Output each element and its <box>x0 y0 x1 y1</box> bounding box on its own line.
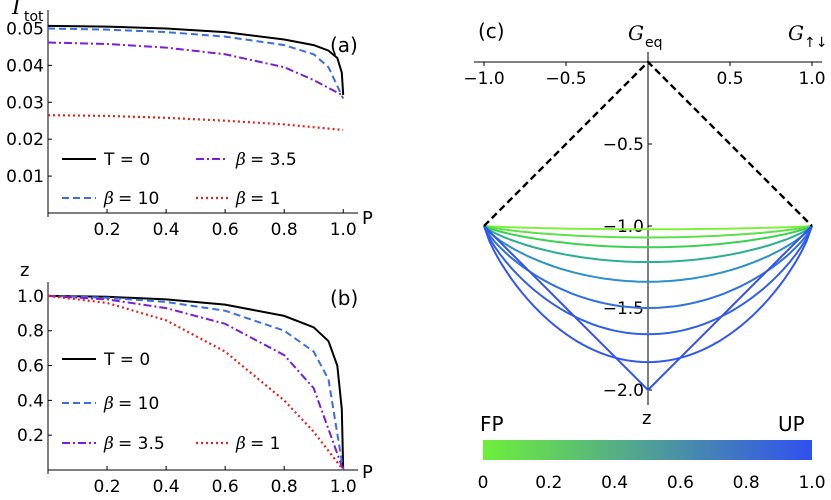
colorbar-tick-label: 1.0 <box>798 473 825 493</box>
panel-c-right-label: G <box>788 21 804 45</box>
legend-b-b10: = 10 <box>118 394 159 414</box>
panel-c-ytick-label: −2.0 <box>603 381 644 401</box>
colorbar-tick-label: 0.6 <box>667 473 694 493</box>
panel-a-ytick-label: 0.03 <box>6 93 44 113</box>
panel-a-xtick-label: 0.8 <box>271 220 298 240</box>
legend-a-b1: = 1 <box>250 189 280 209</box>
panel-a-ytick-label: 0.04 <box>6 56 44 76</box>
panel-a-curves <box>47 24 345 132</box>
legend-b-T0: T = 0 <box>103 350 150 370</box>
panel-a-tag: (a) <box>330 33 358 57</box>
panel-b-series-0 <box>47 294 345 471</box>
panel-b-xlabel: P <box>362 462 373 483</box>
panel-c-curve-1 <box>483 225 813 239</box>
panel-a-xtick-label: 1.0 <box>330 220 357 240</box>
colorbar-tick-label: 0.2 <box>535 473 562 493</box>
panel-a-ticks: 0.2 0.4 0.6 0.8 1.0 0.01 0.02 0.03 0.04 0.05 <box>6 19 357 240</box>
panel-a-ytick-label: 0.01 <box>6 167 44 187</box>
legend-b-b10-symbol: β <box>103 394 114 414</box>
panel-b-tag: (b) <box>330 286 358 310</box>
panel-c-xtick-label: 1.0 <box>798 69 825 89</box>
legend-a-b10: = 10 <box>118 189 159 209</box>
legend-b-b1: = 1 <box>250 434 280 454</box>
panel-c-curve-2 <box>483 225 813 249</box>
panel-b-ytick-label: 0.8 <box>17 322 44 342</box>
panel-c-ticks: −1.0 −0.5 0.5 1.0 −0.5 −1.0 −1.5 −2.0 <box>463 62 826 401</box>
panel-c-curve-8 <box>483 225 813 392</box>
panel-a-series-0 <box>47 24 345 95</box>
panel-b: 0.2 0.4 0.6 0.8 1.0 0.2 0.4 0.6 0.8 1.0 z (b) P T… <box>17 260 373 497</box>
panel-a-legend: T = 0 β = 3.5 β = 10 β = 1 <box>62 150 297 209</box>
panel-a-series-3 <box>47 114 344 132</box>
panel-b-curves <box>47 294 345 471</box>
panel-a-ylabel: I <box>11 0 22 20</box>
panel-c-top-label-sub: eq <box>645 35 663 51</box>
legend-a-b35-symbol: β <box>235 150 246 170</box>
colorbar-left-label: FP <box>480 412 504 436</box>
panel-b-xtick-label: 0.2 <box>94 477 121 497</box>
panel-c-curve-0 <box>483 225 813 231</box>
panel-c-tag: (c) <box>478 19 505 43</box>
panel-c-ytick-label: −0.5 <box>603 135 644 155</box>
panel-b-xtick-label: 0.4 <box>153 477 180 497</box>
panel-c-ytick-label: −1.0 <box>603 217 644 237</box>
panel-b-xtick-label: 0.6 <box>212 477 239 497</box>
panel-c-boundary <box>483 60 813 227</box>
panel-b-ylabel: z <box>20 260 29 281</box>
panel-b-ticks: 0.2 0.4 0.6 0.8 1.0 0.2 0.4 0.6 0.8 1.0 <box>17 287 357 497</box>
panel-c-xtick-label: −0.5 <box>545 69 586 89</box>
legend-a-b1-symbol: β <box>235 189 246 209</box>
panel-a-series-2 <box>47 41 344 97</box>
panel-b-series-1 <box>47 294 345 471</box>
panel-b-ytick-label: 0.2 <box>17 426 44 446</box>
panel-c-curve-5 <box>483 225 813 310</box>
panel-a-ytick-label: 0.05 <box>6 19 44 39</box>
colorbar-ticks: 0 0.2 0.4 0.6 0.8 1.0 <box>478 473 826 493</box>
panel-c-top-label: G <box>628 21 644 45</box>
colorbar-tick-label: 0.8 <box>733 473 760 493</box>
colorbar-tick-label: 0 <box>478 473 489 493</box>
panel-c-curve-3 <box>483 225 813 264</box>
panel-a-ylabel-sub: tot <box>24 9 44 25</box>
legend-a-b10-symbol: β <box>103 189 114 209</box>
legend-b-b1-symbol: β <box>235 434 246 454</box>
legend-a-b35: = 3.5 <box>250 150 297 170</box>
panel-c-curve-4 <box>483 225 813 283</box>
legend-b-b35: = 3.5 <box>118 434 165 454</box>
panel-b-ytick-label: 0.4 <box>17 391 44 411</box>
panel-c-ylabel: z <box>642 408 651 429</box>
panel-c-xtick-label: 0.5 <box>716 69 743 89</box>
panel-b-ytick-label: 0.6 <box>17 357 44 377</box>
panel-b-ytick-label: 1.0 <box>17 287 44 307</box>
panel-b-legend: T = 0 β = 10 β = 3.5 β = 1 <box>62 350 280 454</box>
panel-c-ytick-label: −1.5 <box>603 299 644 319</box>
panel-a-xtick-label: 0.6 <box>212 220 239 240</box>
panel-c-xtick-label: −1.0 <box>463 69 504 89</box>
legend-b-b35-symbol: β <box>103 434 114 454</box>
panel-b-series-2 <box>47 294 345 471</box>
colorbar-tick-label: 0.4 <box>601 473 628 493</box>
panel-c-curves <box>483 225 813 392</box>
panel-a-ytick-label: 0.02 <box>6 130 44 150</box>
panel-b-xtick-label: 1.0 <box>330 477 357 497</box>
panel-a-xlabel: P <box>362 208 373 229</box>
panel-c-curve-6 <box>483 225 813 336</box>
colorbar-right-label: UP <box>778 412 805 436</box>
legend-a-T0: T = 0 <box>103 150 150 170</box>
panel-a-xtick-label: 0.4 <box>153 220 180 240</box>
panel-c-curve-7 <box>483 225 813 364</box>
panel-c: (c) G eq G ↑↓ −1.0 −0.5 0.5 1.0 −0.5 −1.0 −1.5… <box>463 19 827 493</box>
panel-a-series-1 <box>47 27 345 100</box>
panel-a: 0.2 0.4 0.6 0.8 1.0 0.01 0.02 0.03 0.04 0.05 I to… <box>6 0 373 240</box>
panel-c-boundary-line <box>483 60 813 227</box>
panel-b-xtick-label: 0.8 <box>271 477 298 497</box>
panel-c-right-label-sub: ↑↓ <box>804 35 827 51</box>
panel-a-xtick-label: 0.2 <box>94 220 121 240</box>
colorbar <box>483 440 812 460</box>
